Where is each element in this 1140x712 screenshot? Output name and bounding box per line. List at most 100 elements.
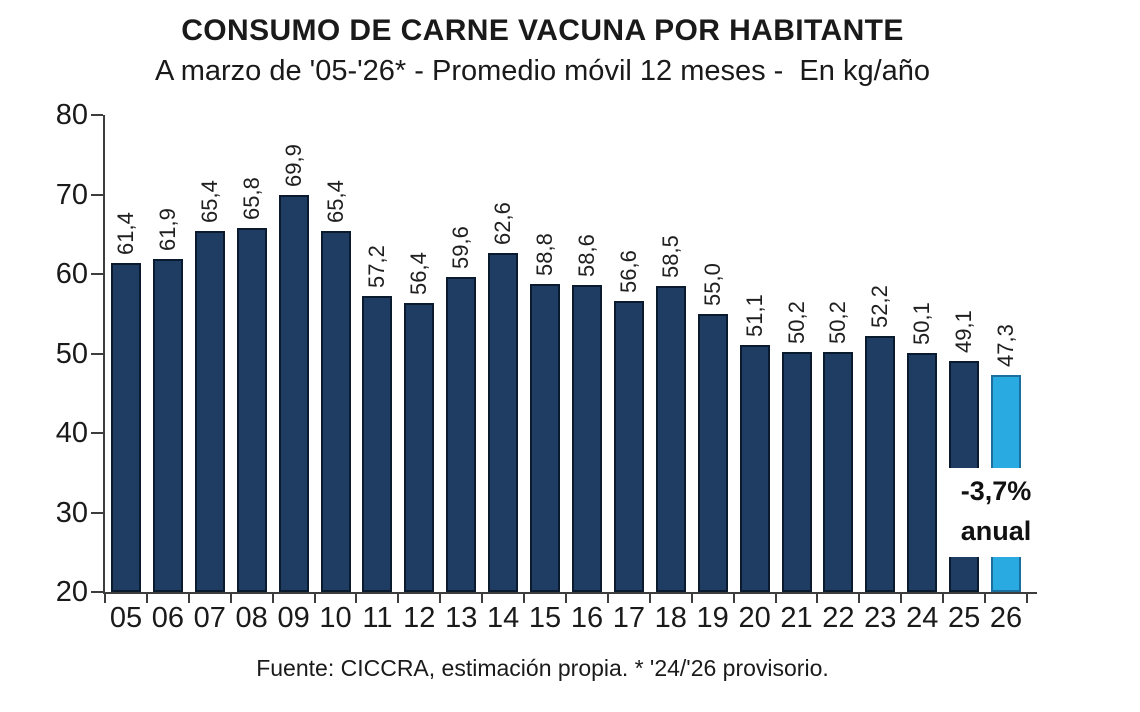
x-axis-label-07: 07 [193, 602, 226, 634]
x-axis-label-15: 15 [528, 602, 562, 634]
x-tick-8 [439, 594, 442, 603]
bar-value-label-23: 52,2 [867, 285, 893, 329]
y-tick-30 [91, 511, 103, 514]
x-axis-label-19: 19 [696, 602, 729, 634]
chart-subtitle: A marzo de '05-'26* - Promedio móvil 12 … [154, 55, 931, 87]
bar-05 [110, 262, 141, 592]
bar-value-label-19: 55,0 [699, 262, 725, 306]
y-tick-60 [91, 273, 103, 275]
bar-15 [530, 283, 561, 592]
x-axis-label-17: 17 [612, 602, 645, 634]
x-tick-6 [355, 594, 358, 603]
bar-18 [655, 285, 686, 592]
x-tick-16 [774, 594, 777, 603]
x-axis-label-25: 25 [947, 602, 981, 634]
bar-value-label-11: 57,2 [364, 245, 390, 289]
bar-12 [404, 302, 435, 592]
bar-value-label-17: 56,6 [615, 250, 641, 294]
x-axis [103, 592, 1037, 594]
x-axis-label-06: 06 [151, 602, 184, 634]
x-tick-22 [1026, 594, 1028, 603]
x-tick-5 [313, 594, 316, 603]
y-tick-50 [91, 352, 103, 355]
bar-value-label-14: 62,6 [490, 202, 516, 246]
x-tick-19 [900, 594, 903, 603]
x-tick-14 [690, 594, 693, 603]
bar-09 [278, 195, 309, 592]
bar-24 [907, 352, 938, 592]
bar-value-label-09: 69,9 [280, 144, 306, 188]
x-axis-label-08: 08 [235, 602, 268, 634]
y-axis-label-60: 60 [55, 258, 88, 290]
bar-value-label-20: 51,1 [741, 293, 767, 337]
y-axis-label-20: 20 [55, 576, 88, 608]
y-axis-label-30: 30 [55, 496, 88, 529]
bar-value-label-15: 58,8 [532, 232, 558, 276]
bar-value-label-10: 65,4 [322, 180, 348, 224]
x-tick-11 [565, 594, 567, 603]
x-tick-10 [523, 594, 526, 603]
bar-16 [571, 285, 602, 592]
y-axis-label-40: 40 [55, 417, 88, 449]
x-axis-label-13: 13 [445, 602, 478, 634]
x-axis-label-20: 20 [738, 602, 771, 634]
bar-value-label-18: 58,5 [657, 235, 683, 278]
x-tick-4 [271, 594, 274, 603]
y-tick-20 [91, 591, 103, 593]
bar-20 [739, 344, 770, 592]
x-tick-3 [229, 594, 232, 603]
bar-22 [823, 351, 854, 592]
x-axis-label-12: 12 [403, 602, 436, 634]
source-note: Fuente: CICCRA, estimación propia. * '24… [256, 655, 829, 681]
x-axis-label-16: 16 [570, 602, 604, 634]
x-axis-label-05: 05 [109, 602, 143, 634]
bar-value-label-21: 50,2 [783, 301, 809, 344]
y-tick-80 [91, 114, 103, 116]
bar-17 [613, 301, 644, 592]
bar-value-label-12: 56,4 [406, 251, 432, 295]
y-tick-70 [91, 193, 103, 196]
x-tick-15 [732, 594, 735, 603]
x-axis-label-21: 21 [780, 602, 813, 634]
y-axis [103, 115, 105, 594]
x-tick-9 [481, 594, 484, 603]
x-tick-2 [187, 594, 190, 603]
x-axis-label-18: 18 [654, 602, 687, 634]
y-tick-40 [91, 432, 103, 434]
x-axis-label-24: 24 [906, 602, 939, 634]
bar-10 [320, 231, 351, 592]
bar-06 [152, 258, 183, 592]
plot-area: -3,7% anual 61,4 05 61,9 06 65,4 07 65,8 08 69,9… [91, 114, 1049, 634]
x-axis-label-23: 23 [864, 602, 897, 634]
bar-value-label-22: 50,2 [825, 301, 851, 344]
bar-value-label-07: 65,4 [196, 180, 222, 224]
bar-19 [697, 313, 728, 592]
bar-value-label-24: 50,1 [909, 301, 935, 345]
bar-value-label-25: 49,1 [951, 309, 977, 353]
x-tick-12 [606, 594, 609, 603]
x-axis-label-26: 26 [989, 602, 1023, 634]
x-tick-17 [816, 594, 819, 603]
x-tick-18 [858, 594, 861, 603]
x-tick-0 [104, 594, 106, 603]
x-axis-label-22: 22 [822, 602, 855, 634]
y-axis-label-80: 80 [55, 99, 88, 131]
annotation-line2: anual [960, 516, 1032, 546]
bar-21 [781, 351, 812, 592]
bar-value-label-08: 65,8 [238, 177, 264, 220]
bar-value-label-06: 61,9 [154, 208, 180, 251]
bar-07 [194, 231, 225, 592]
bar-value-label-05: 61,4 [112, 212, 138, 255]
x-axis-label-11: 11 [362, 602, 393, 634]
chart-title: CONSUMO DE CARNE VACUNA POR HABITANTE [181, 14, 904, 47]
x-tick-21 [984, 594, 987, 603]
x-tick-13 [648, 594, 651, 603]
bar-14 [488, 253, 519, 592]
x-axis-label-14: 14 [486, 602, 520, 634]
x-tick-1 [145, 594, 148, 603]
y-axis-label-70: 70 [55, 178, 88, 211]
bar-08 [236, 227, 267, 592]
x-axis-label-09: 09 [277, 602, 310, 634]
annotation-line1: -3,7% [960, 476, 1032, 506]
